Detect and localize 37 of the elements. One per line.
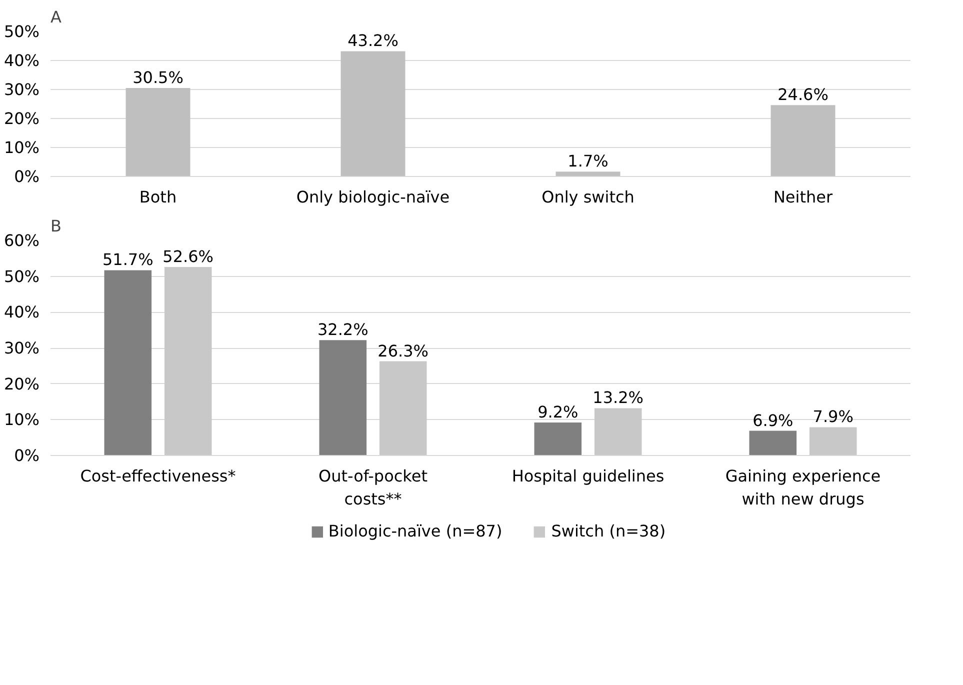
y-tick-label: 60% [4, 231, 40, 250]
data-label: 1.7% [568, 152, 608, 171]
x-tick-label: Both [139, 188, 177, 206]
data-label: 24.6% [778, 85, 828, 104]
y-tick-label: 40% [4, 302, 40, 322]
y-tick-label: 50% [4, 22, 40, 41]
y-tick-label: 0% [14, 167, 40, 186]
x-tick-label: Only biologic-naïve [296, 188, 450, 206]
data-label: 6.9% [752, 410, 794, 430]
y-tick-label: 50% [4, 266, 40, 286]
y-tick-label: 0% [14, 446, 40, 465]
data-label: 43.2% [348, 31, 398, 50]
data-label: 30.5% [132, 68, 184, 88]
data-label: 9.2% [538, 402, 578, 422]
legend-label: Switch (n=38) [551, 522, 666, 540]
y-tick-label: 30% [4, 338, 40, 358]
chart-title: B [50, 216, 62, 236]
y-tick-label: 40% [4, 51, 40, 70]
y-tick-label: 20% [4, 374, 40, 394]
x-tick-label: Only switch [542, 188, 634, 206]
y-tick-label: 20% [4, 109, 40, 128]
data-label: 32.2% [317, 320, 368, 340]
y-tick-label: 10% [4, 410, 40, 430]
legend-label: Biologic-naïve (n=87) [328, 522, 502, 540]
x-tick-label: Hospital guidelines [512, 466, 664, 486]
x-tick-label: Cost-effectiveness* [80, 466, 236, 486]
y-tick-label: 30% [4, 80, 40, 99]
data-label: 51.7% [102, 250, 154, 270]
data-label: 52.6% [162, 247, 214, 266]
data-label: 7.9% [812, 407, 854, 426]
data-label: 26.3% [378, 341, 429, 360]
x-tick-label: Neither [773, 188, 833, 206]
chart-title: A [50, 8, 62, 26]
x-tick-label: Out-of-pocket costs** [318, 466, 428, 508]
data-label: 13.2% [592, 388, 644, 408]
y-tick-label: 10% [4, 138, 40, 157]
x-tick-label: Gaining experience with new drugs [725, 466, 881, 508]
